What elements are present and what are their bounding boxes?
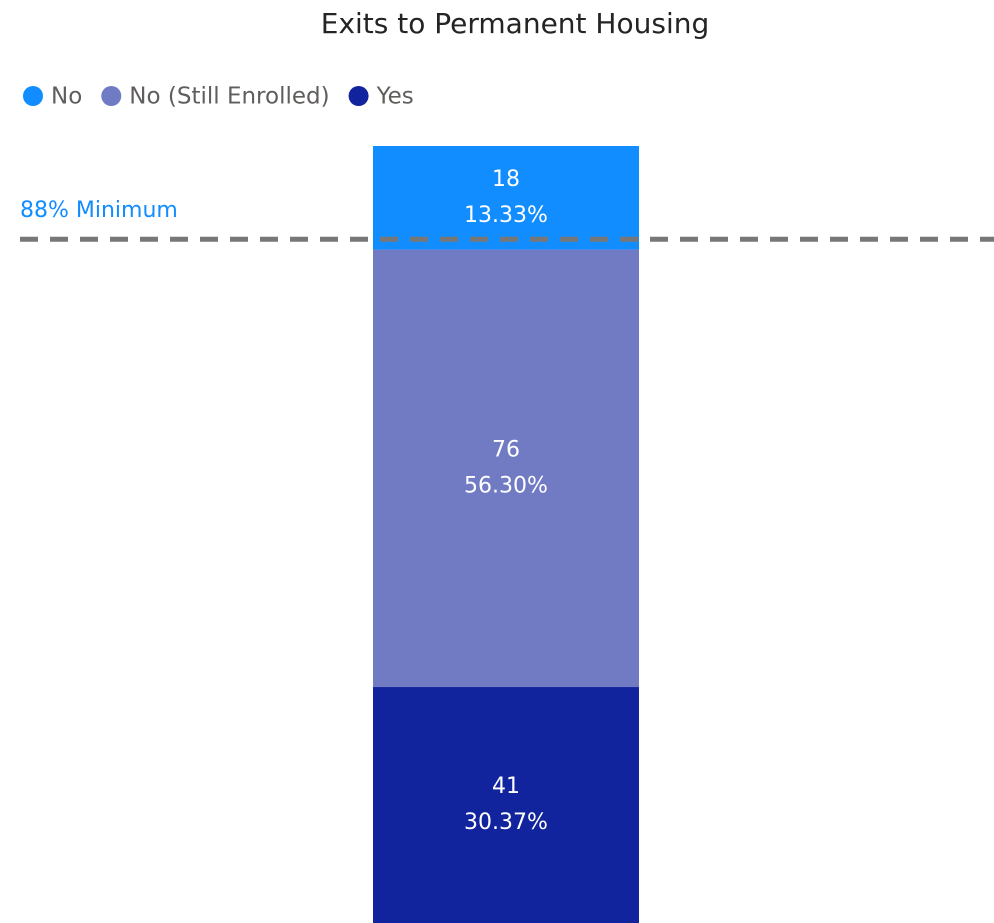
legend-marker — [348, 86, 369, 106]
bar-segment — [373, 249, 639, 688]
legend-label: No — [51, 84, 82, 110]
bar-segment — [373, 687, 639, 923]
count-label: 41 — [492, 774, 520, 799]
bar-segment — [373, 146, 639, 250]
value-label: 30.37% — [464, 810, 548, 835]
legend-label: No (Still Enrolled) — [129, 84, 329, 110]
legend-label: Yes — [376, 84, 414, 110]
count-label: 18 — [492, 167, 520, 192]
chart-title: Exits to Permanent Housing — [321, 7, 710, 40]
legend-marker — [101, 86, 122, 106]
reference-label: 88% Minimum — [20, 198, 178, 223]
value-label: 56.30% — [464, 473, 548, 498]
legend-marker — [23, 86, 43, 106]
count-label: 76 — [492, 437, 520, 462]
value-label: 13.33% — [464, 203, 548, 228]
